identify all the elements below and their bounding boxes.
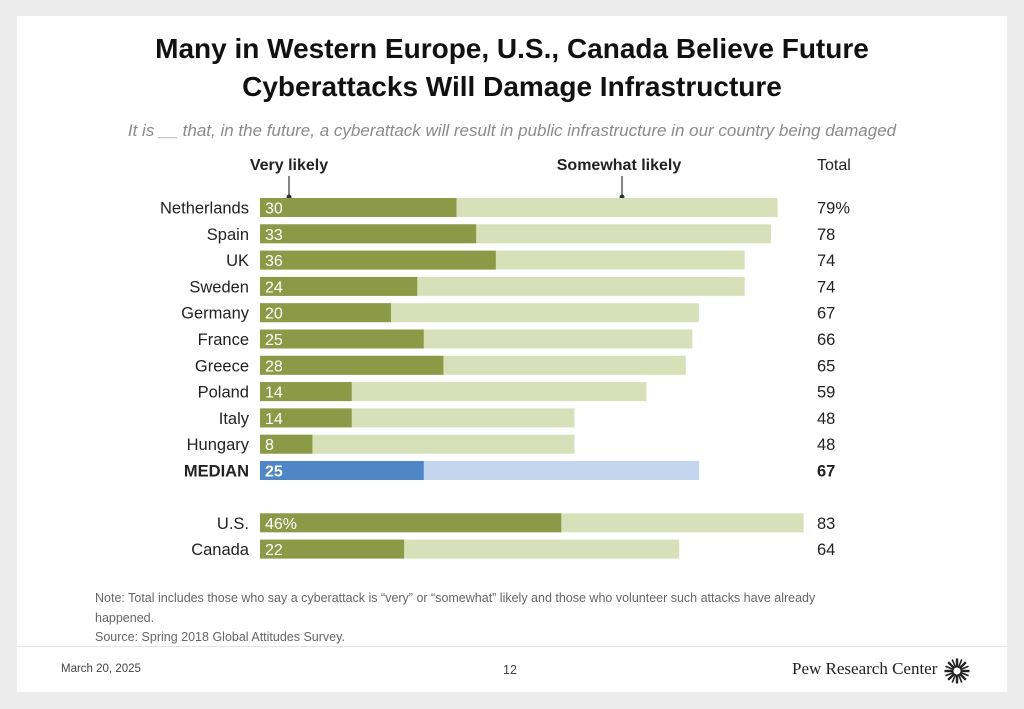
- note-text: Note: Total includes those who say a cyb…: [95, 591, 816, 625]
- bar-value-label: 20: [265, 306, 283, 323]
- logo-ray: [959, 671, 969, 677]
- logo-ray: [947, 672, 956, 681]
- bar-value-label: 24: [265, 279, 283, 296]
- bar-very-likely: [260, 539, 405, 559]
- category-label: MEDIAN: [184, 463, 249, 481]
- footer-divider: [17, 646, 1007, 647]
- chart-subtitle: It is __ that, in the future, a cyberatt…: [127, 121, 897, 140]
- total-value-label: 83: [817, 515, 835, 533]
- bar-total: [260, 382, 647, 402]
- total-column-header: Total: [817, 157, 851, 174]
- footer-date: March 20, 2025: [61, 663, 141, 675]
- bar-very-likely: [260, 329, 424, 349]
- total-value-label: 78: [817, 226, 835, 244]
- total-value-label: 59: [817, 384, 835, 402]
- category-label: UK: [226, 252, 249, 270]
- category-label: Poland: [198, 384, 249, 402]
- legend-somewhat-likely: Somewhat likely: [557, 157, 682, 174]
- brand-name: Pew Research Center: [792, 659, 938, 678]
- total-value-label: 65: [817, 357, 835, 375]
- logo-ray: [945, 665, 955, 671]
- total-value-label: 74: [817, 252, 835, 270]
- category-label: Sweden: [189, 278, 249, 296]
- bar-value-label: 28: [265, 358, 283, 375]
- bar-total: [260, 434, 575, 454]
- title-line-1: Many in Western Europe, U.S., Canada Bel…: [155, 33, 869, 64]
- category-label: Greece: [195, 357, 249, 375]
- logo-ray: [951, 673, 957, 683]
- logo-ray: [945, 671, 955, 677]
- bar-value-label: 14: [265, 385, 283, 402]
- bar-value-label: 25: [265, 332, 283, 349]
- logo-ray: [957, 673, 963, 683]
- source-text: Source: Spring 2018 Global Attitudes Sur…: [95, 630, 345, 644]
- slide: Many in Western Europe, U.S., Canada Bel…: [17, 16, 1007, 692]
- total-value-label: 67: [817, 305, 835, 323]
- page-number: 12: [503, 663, 517, 677]
- category-label: U.S.: [217, 515, 249, 533]
- logo-ray: [951, 659, 957, 669]
- total-value-label: 66: [817, 331, 835, 349]
- bar-very-likely: [260, 382, 352, 402]
- bar-very-likely: [260, 198, 457, 217]
- bar-value-label: 8: [265, 437, 274, 454]
- category-label: Hungary: [187, 436, 250, 454]
- total-value-label: 74: [817, 278, 835, 296]
- bar-value-label: 36: [265, 253, 283, 270]
- bar-value-label: 30: [265, 201, 283, 218]
- logo-ray: [957, 659, 963, 669]
- bar-very-likely: [260, 250, 496, 270]
- total-value-label: 79%: [817, 200, 850, 218]
- bar-value-label: 22: [265, 542, 283, 559]
- category-label: Canada: [191, 541, 250, 559]
- category-label: Netherlands: [160, 200, 249, 218]
- bar-very-likely: [260, 276, 418, 296]
- category-label: Spain: [207, 226, 249, 244]
- total-value-label: 64: [817, 541, 835, 559]
- bar-very-likely: [260, 434, 313, 454]
- bar-very-likely: [260, 408, 352, 428]
- bar-very-likely: [260, 513, 562, 533]
- chart-notes: Note: Total includes those who say a cyb…: [95, 589, 875, 648]
- logo-ray: [947, 661, 956, 670]
- logo-ray: [959, 665, 969, 671]
- pew-logo-icon: [944, 658, 970, 684]
- stacked-bar-chart: Very likely Somewhat likely Total Netherlan…: [160, 157, 851, 559]
- total-value-label: 48: [817, 436, 835, 454]
- bar-value-label: 33: [265, 227, 283, 244]
- category-label: Germany: [181, 305, 250, 323]
- bar-very-likely: [260, 224, 477, 244]
- bar-value-label: 25: [265, 464, 283, 481]
- bar-very-likely: [260, 355, 444, 375]
- chart-title: Many in Western Europe, U.S., Canada Bel…: [17, 30, 1007, 106]
- bar-value-label: 46%: [265, 516, 297, 533]
- category-label: Italy: [219, 410, 250, 428]
- bar-value-label: 14: [265, 411, 283, 428]
- category-label: France: [198, 331, 249, 349]
- legend-very-likely: Very likely: [250, 157, 328, 174]
- total-value-label: 48: [817, 410, 835, 428]
- logo-ray: [958, 672, 967, 681]
- bar-very-likely: [260, 303, 391, 323]
- title-line-2: Cyberattacks Will Damage Infrastructure: [242, 71, 782, 102]
- logo-ray: [958, 661, 967, 670]
- total-value-label: 67: [817, 463, 835, 481]
- bar-very-likely: [260, 461, 424, 480]
